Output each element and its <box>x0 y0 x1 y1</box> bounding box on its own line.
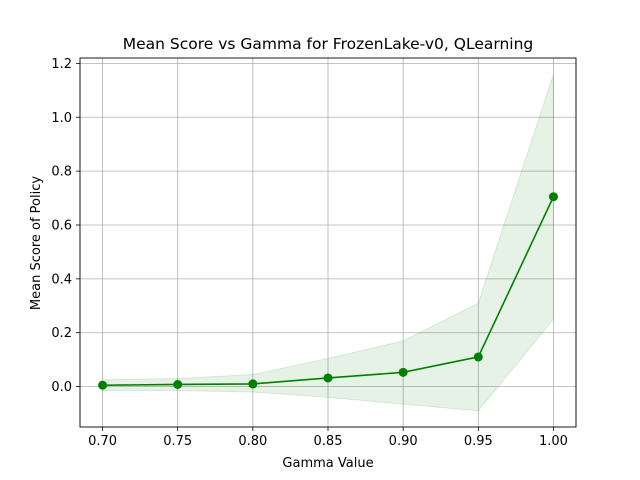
y-tick-label: 1.2 <box>51 57 72 72</box>
x-tick-label: 0.70 <box>88 434 117 449</box>
data-point <box>98 380 108 390</box>
x-tick-label: 0.85 <box>314 434 343 449</box>
y-tick-label: 1.0 <box>51 111 72 126</box>
x-axis-title: Gamma Value <box>282 456 373 471</box>
y-tick-label: 0.0 <box>51 380 72 395</box>
y-tick-label: 0.2 <box>51 326 72 341</box>
x-tick-label: 0.90 <box>389 434 418 449</box>
data-point <box>248 379 258 389</box>
x-tick-label: 0.75 <box>163 434 192 449</box>
x-tick-label: 0.95 <box>464 434 493 449</box>
y-tick-label: 0.8 <box>51 165 72 180</box>
y-axis-title: Mean Score of Policy <box>29 176 44 310</box>
chart-title: Mean Score vs Gamma for FrozenLake-v0, Q… <box>123 35 534 53</box>
data-point <box>398 367 408 377</box>
x-tick-label: 0.80 <box>238 434 267 449</box>
data-point <box>173 379 183 389</box>
y-tick-label: 0.4 <box>51 272 72 287</box>
data-point <box>473 352 483 362</box>
y-tick-label: 0.6 <box>51 218 72 233</box>
x-tick-label: 1.00 <box>539 434 568 449</box>
data-point <box>323 373 333 383</box>
confidence-band <box>102 74 554 412</box>
data-point <box>548 192 558 202</box>
